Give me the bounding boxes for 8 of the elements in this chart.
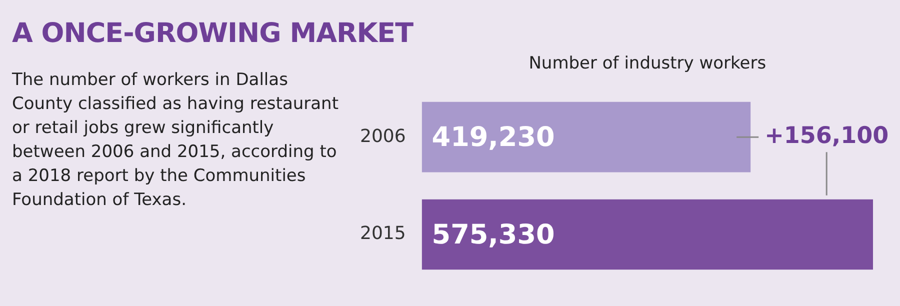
- chart-title: A ONCE-GROWING MARKET: [12, 18, 414, 49]
- x-axis-title: Number of industry workers: [528, 54, 766, 74]
- text: The number of workers in Dallas County classified as having restaurant or retail jobs grew significantly between 2006 and 2015, according to a 2018 report by the Communities Foundation of Texas.: [12, 69, 340, 212]
- y-tick-label: 2015: [360, 223, 406, 244]
- data-label: 419,230: [432, 122, 555, 154]
- annotation: +156,100: [764, 123, 889, 150]
- data-label: 575,330: [432, 220, 555, 251]
- y-tick-label: 2006: [360, 126, 406, 147]
